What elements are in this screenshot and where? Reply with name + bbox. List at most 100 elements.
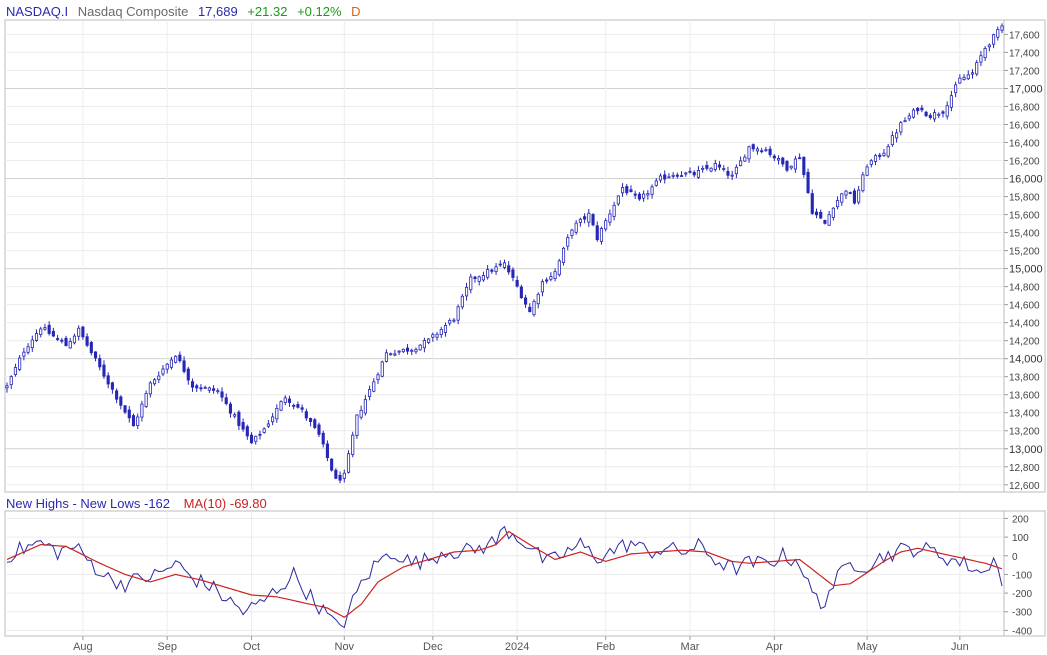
price-axis-label: 15,400 [1009,229,1040,240]
interval-selector[interactable]: D [351,4,361,19]
candle-body [334,469,338,479]
price-axis-label: 17,600 [1009,30,1040,41]
candle-body [684,172,688,175]
candle-body [199,387,203,390]
candle-body [384,352,389,362]
candle-body [56,338,60,340]
candle-body [532,301,536,316]
candle-body [701,167,705,170]
indicator-header: New Highs - New Lows -162 MA(10) -69.80 [6,496,267,511]
candle-body [308,418,313,423]
candle-body [26,346,30,353]
candle-body [599,228,604,242]
candle-body [51,330,55,337]
candle-body [705,164,709,169]
price-axis-label: 14,800 [1009,283,1040,294]
candle-body [954,84,958,94]
candle-body [692,171,696,176]
candle-body [810,193,814,214]
candle-body [726,171,730,176]
month-label: Mar [681,641,700,653]
candle-body [43,327,47,330]
candle-body [64,337,68,347]
price-axis-label: 12,800 [1009,463,1040,474]
candle-body [637,193,641,200]
candle-body [427,338,431,343]
candle-body [785,160,789,171]
candle-body [650,186,654,195]
candle-body [18,357,22,370]
candle-body [667,176,671,179]
price-change-percent: +0.12% [297,4,342,19]
price-axis-label: 12,600 [1009,481,1040,492]
candle-body [153,379,157,385]
price-axis-label: 16,000 [1009,174,1043,186]
candle-body [709,167,713,172]
candle-body [524,297,528,305]
candle-body [895,132,899,139]
candle-body [848,192,852,194]
candle-body [279,401,283,411]
moving-average-label: MA(10) -69.80 [183,496,267,511]
candle-body [819,211,823,219]
candle-body [368,389,372,397]
candle-body [490,269,494,272]
candle-body [414,348,418,353]
candle-body [502,262,507,268]
candle-body [814,211,819,216]
month-label: Nov [335,641,355,653]
candle-body [802,156,806,175]
candle-body [966,74,970,80]
price-axis-label: 14,400 [1009,319,1040,330]
month-label: Feb [596,641,615,653]
candle-body [903,120,907,123]
candle-body [330,458,334,471]
candle-body [363,399,367,414]
candle-body [287,398,292,403]
candle-body [844,190,848,196]
candle-body [182,360,186,372]
candle-body [148,382,152,395]
candle-body [401,348,405,353]
candle-body [98,358,102,368]
candle-body [540,281,545,293]
candle-body [498,263,502,266]
candle-body [325,443,329,459]
price-axis-label: 13,400 [1009,409,1040,420]
candle-body [212,388,216,391]
candle-body [970,72,975,75]
candle-body [241,422,245,430]
candle-body [93,351,98,359]
candle-body [115,390,119,400]
symbol-label[interactable]: NASDAQ.I [6,4,69,19]
candle-body [831,207,835,218]
candle-body [916,107,920,112]
candle-body [992,34,996,45]
candle-body [612,204,616,217]
candle-body [292,404,296,407]
candle-body [996,29,1000,38]
price-axis-label: 13,600 [1009,391,1040,402]
indicator-panel-frame [4,510,1046,637]
candle-body [68,341,72,349]
candle-body [882,152,886,156]
candle-body [680,175,684,177]
candle-body [734,166,738,175]
instrument-name: Nasdaq Composite [77,4,189,19]
price-axis-label: 16,400 [1009,139,1040,150]
new-highs-lows-line [6,525,1003,629]
candle-body [169,359,173,368]
candle-body [798,157,802,160]
candle-body [389,353,393,356]
candle-body [355,414,359,436]
candle-body [958,77,962,84]
candle-body [119,396,123,406]
candle-body [840,193,844,203]
candle-body [452,319,456,322]
candle-body [30,339,34,349]
candle-body [195,385,199,389]
candle-body [275,407,279,420]
candle-body [410,349,414,352]
candle-body [633,193,637,196]
